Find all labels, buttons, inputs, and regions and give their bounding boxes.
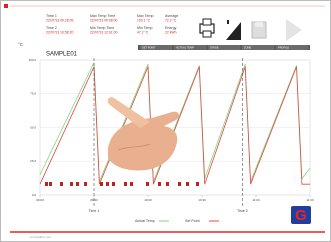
info-label: Energy — [165, 26, 177, 30]
x-tick-label: 10:30 — [198, 198, 206, 202]
x-tick-label: 11:30 — [306, 198, 314, 202]
footer-text: compatible.com — [30, 235, 52, 239]
tab-label: SET POINT — [142, 45, 156, 49]
tab-label: PROFILE — [278, 45, 289, 49]
tab-label: STAGE — [210, 45, 219, 49]
info-label: Min Temp Time — [90, 26, 114, 30]
page: {"info": { "rows": [ [{"label": "Time 1"… — [0, 0, 331, 242]
info-value: 47.2 °C — [137, 30, 149, 34]
info-value: 22/07/13 09:28:09 — [46, 18, 73, 22]
x-tick-label: 11:00 — [252, 198, 260, 202]
legend-label: Actual Temp — [135, 219, 155, 223]
save-button[interactable] — [252, 22, 266, 38]
info-label: Max Temp Time — [90, 14, 115, 18]
info-label: Average — [165, 14, 178, 18]
info-value: 22/07/13 09:08:00 — [90, 18, 117, 22]
tabs: SET POINT ACTUAL TEMP STAGE ZONE PROFILE — [140, 45, 308, 49]
app-icon — [4, 4, 8, 8]
info-label: Max Temp — [137, 14, 154, 18]
sample-name: SAMPLE01 — [46, 52, 78, 58]
y-tick-label: 25.0 — [30, 159, 36, 163]
y-tick-label: 75.0 — [30, 92, 36, 96]
y-tick-label: 50.0 — [30, 125, 36, 129]
info-value: 100.1 °C — [137, 18, 151, 22]
svg-text:G: G — [295, 207, 307, 224]
info-label: Min Temp — [137, 26, 153, 30]
tab-label: ACTUAL TEMP — [176, 45, 194, 49]
time-marker-label: Time 2 — [237, 209, 248, 213]
info-value: 22 kWh — [165, 30, 177, 34]
info-value: 22/07/13 10:58:20 — [46, 30, 73, 34]
time-marker-label: Time 1 — [89, 209, 100, 213]
legend-label: Set Point — [185, 219, 200, 223]
logo: G — [291, 206, 311, 224]
info-value: 72.2 °C — [165, 18, 177, 22]
x-tick-label: 09:00 — [36, 198, 44, 202]
app-window: Time 122/07/13 09:28:09Max Temp Time22/0… — [0, 0, 331, 242]
unit-label: °C — [18, 42, 24, 47]
tab-label: ZONE — [244, 45, 251, 49]
info-label: Time 2 — [46, 26, 57, 30]
y-tick-label: 100.0 — [28, 58, 36, 62]
y-tick-label: 0.0 — [32, 193, 37, 197]
info-label: Time 1 — [46, 14, 57, 18]
info-value: 22/07/13 12:01:00 — [90, 30, 117, 34]
x-tick-label: 10:00 — [144, 198, 152, 202]
